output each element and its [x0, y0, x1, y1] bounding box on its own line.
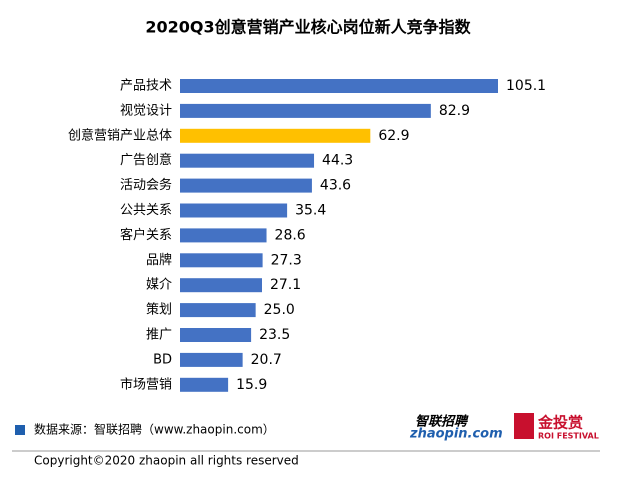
category-label: 客户关系: [120, 227, 172, 243]
value-label: 20.7: [251, 352, 282, 368]
bar: [180, 203, 288, 218]
bar: [180, 303, 256, 318]
value-label: 62.9: [378, 128, 409, 144]
category-label: BD: [153, 352, 172, 367]
value-label: 27.1: [270, 277, 301, 293]
bar: [180, 328, 252, 342]
value-label: 44.3: [322, 153, 353, 169]
category-label: 公共关系: [120, 203, 172, 218]
bar: [180, 352, 243, 367]
bar: [180, 253, 263, 268]
category-label: 视觉设计: [120, 103, 172, 118]
value-label: 35.4: [295, 203, 326, 219]
value-label: 28.6: [275, 227, 306, 243]
logo-roi-icon: [514, 413, 534, 439]
bar: [180, 103, 431, 118]
value-label: 105.1: [506, 78, 546, 94]
value-label: 23.5: [259, 327, 290, 343]
logo-roi-cn: 金投赏: [537, 414, 583, 432]
logo-zhaopin-en: zhaopin.com: [409, 427, 503, 442]
value-label: 27.3: [271, 252, 302, 268]
category-label: 媒介: [146, 278, 172, 293]
category-label: 市场营销: [120, 376, 172, 392]
category-label: 活动会务: [120, 177, 172, 193]
category-label: 广告创意: [120, 152, 172, 168]
value-label: 82.9: [439, 103, 470, 119]
value-label: 25.0: [264, 302, 295, 318]
bar: [180, 377, 229, 392]
logo-zhaopin-cn: 智联招聘: [415, 414, 469, 430]
copyright: Copyright©2020 zhaopin all rights reserv…: [34, 454, 299, 468]
bar: [180, 278, 262, 293]
bar: [180, 128, 371, 143]
category-label: 品牌: [146, 252, 172, 268]
bar: [180, 79, 498, 93]
logo-roi-en: ROI FESTIVAL: [538, 432, 599, 441]
chart-title: 2020Q3创意营销产业核心岗位新人竞争指数: [145, 18, 471, 37]
value-label: 15.9: [236, 377, 267, 393]
category-label: 推广: [146, 328, 172, 343]
value-label: 43.6: [320, 178, 351, 194]
category-label: 策划: [146, 302, 172, 318]
category-label: 创意营销产业总体: [68, 127, 172, 143]
category-label: 产品技术: [120, 79, 172, 94]
bar: [180, 178, 312, 193]
source-marker: [15, 425, 25, 435]
source: 数据来源：智联招聘（www.zhaopin.com）: [34, 422, 275, 437]
bar: [180, 228, 267, 243]
bar: [180, 153, 315, 168]
